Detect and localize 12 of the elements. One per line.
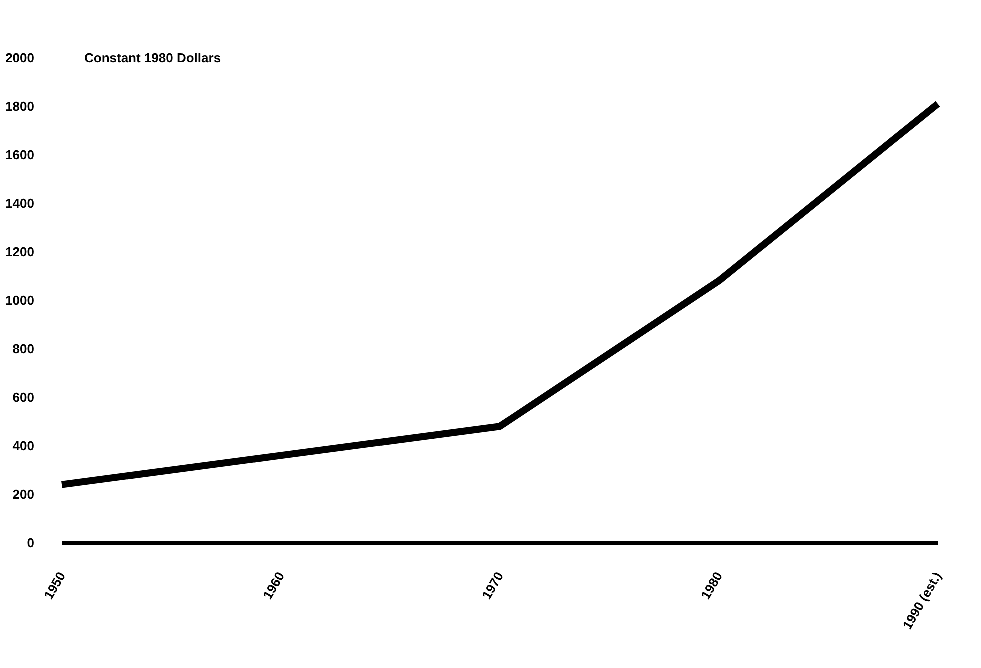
y-tick-label: 1000 xyxy=(6,293,34,308)
y-axis-title: Constant 1980 Dollars xyxy=(84,50,222,66)
y-tick-label: 1800 xyxy=(6,99,34,114)
y-tick-label: 1400 xyxy=(6,196,34,211)
y-tick-label: 1200 xyxy=(6,244,34,260)
y-tick-label: 800 xyxy=(12,342,34,356)
y-tick-label: 1600 xyxy=(6,148,34,162)
y-tick-label: 2000 xyxy=(6,50,34,66)
y-tick-label: 0 xyxy=(27,536,34,550)
y-tick-label: 200 xyxy=(12,487,34,502)
y-tick-label: 600 xyxy=(12,390,34,405)
y-tick-label: 400 xyxy=(12,438,34,454)
